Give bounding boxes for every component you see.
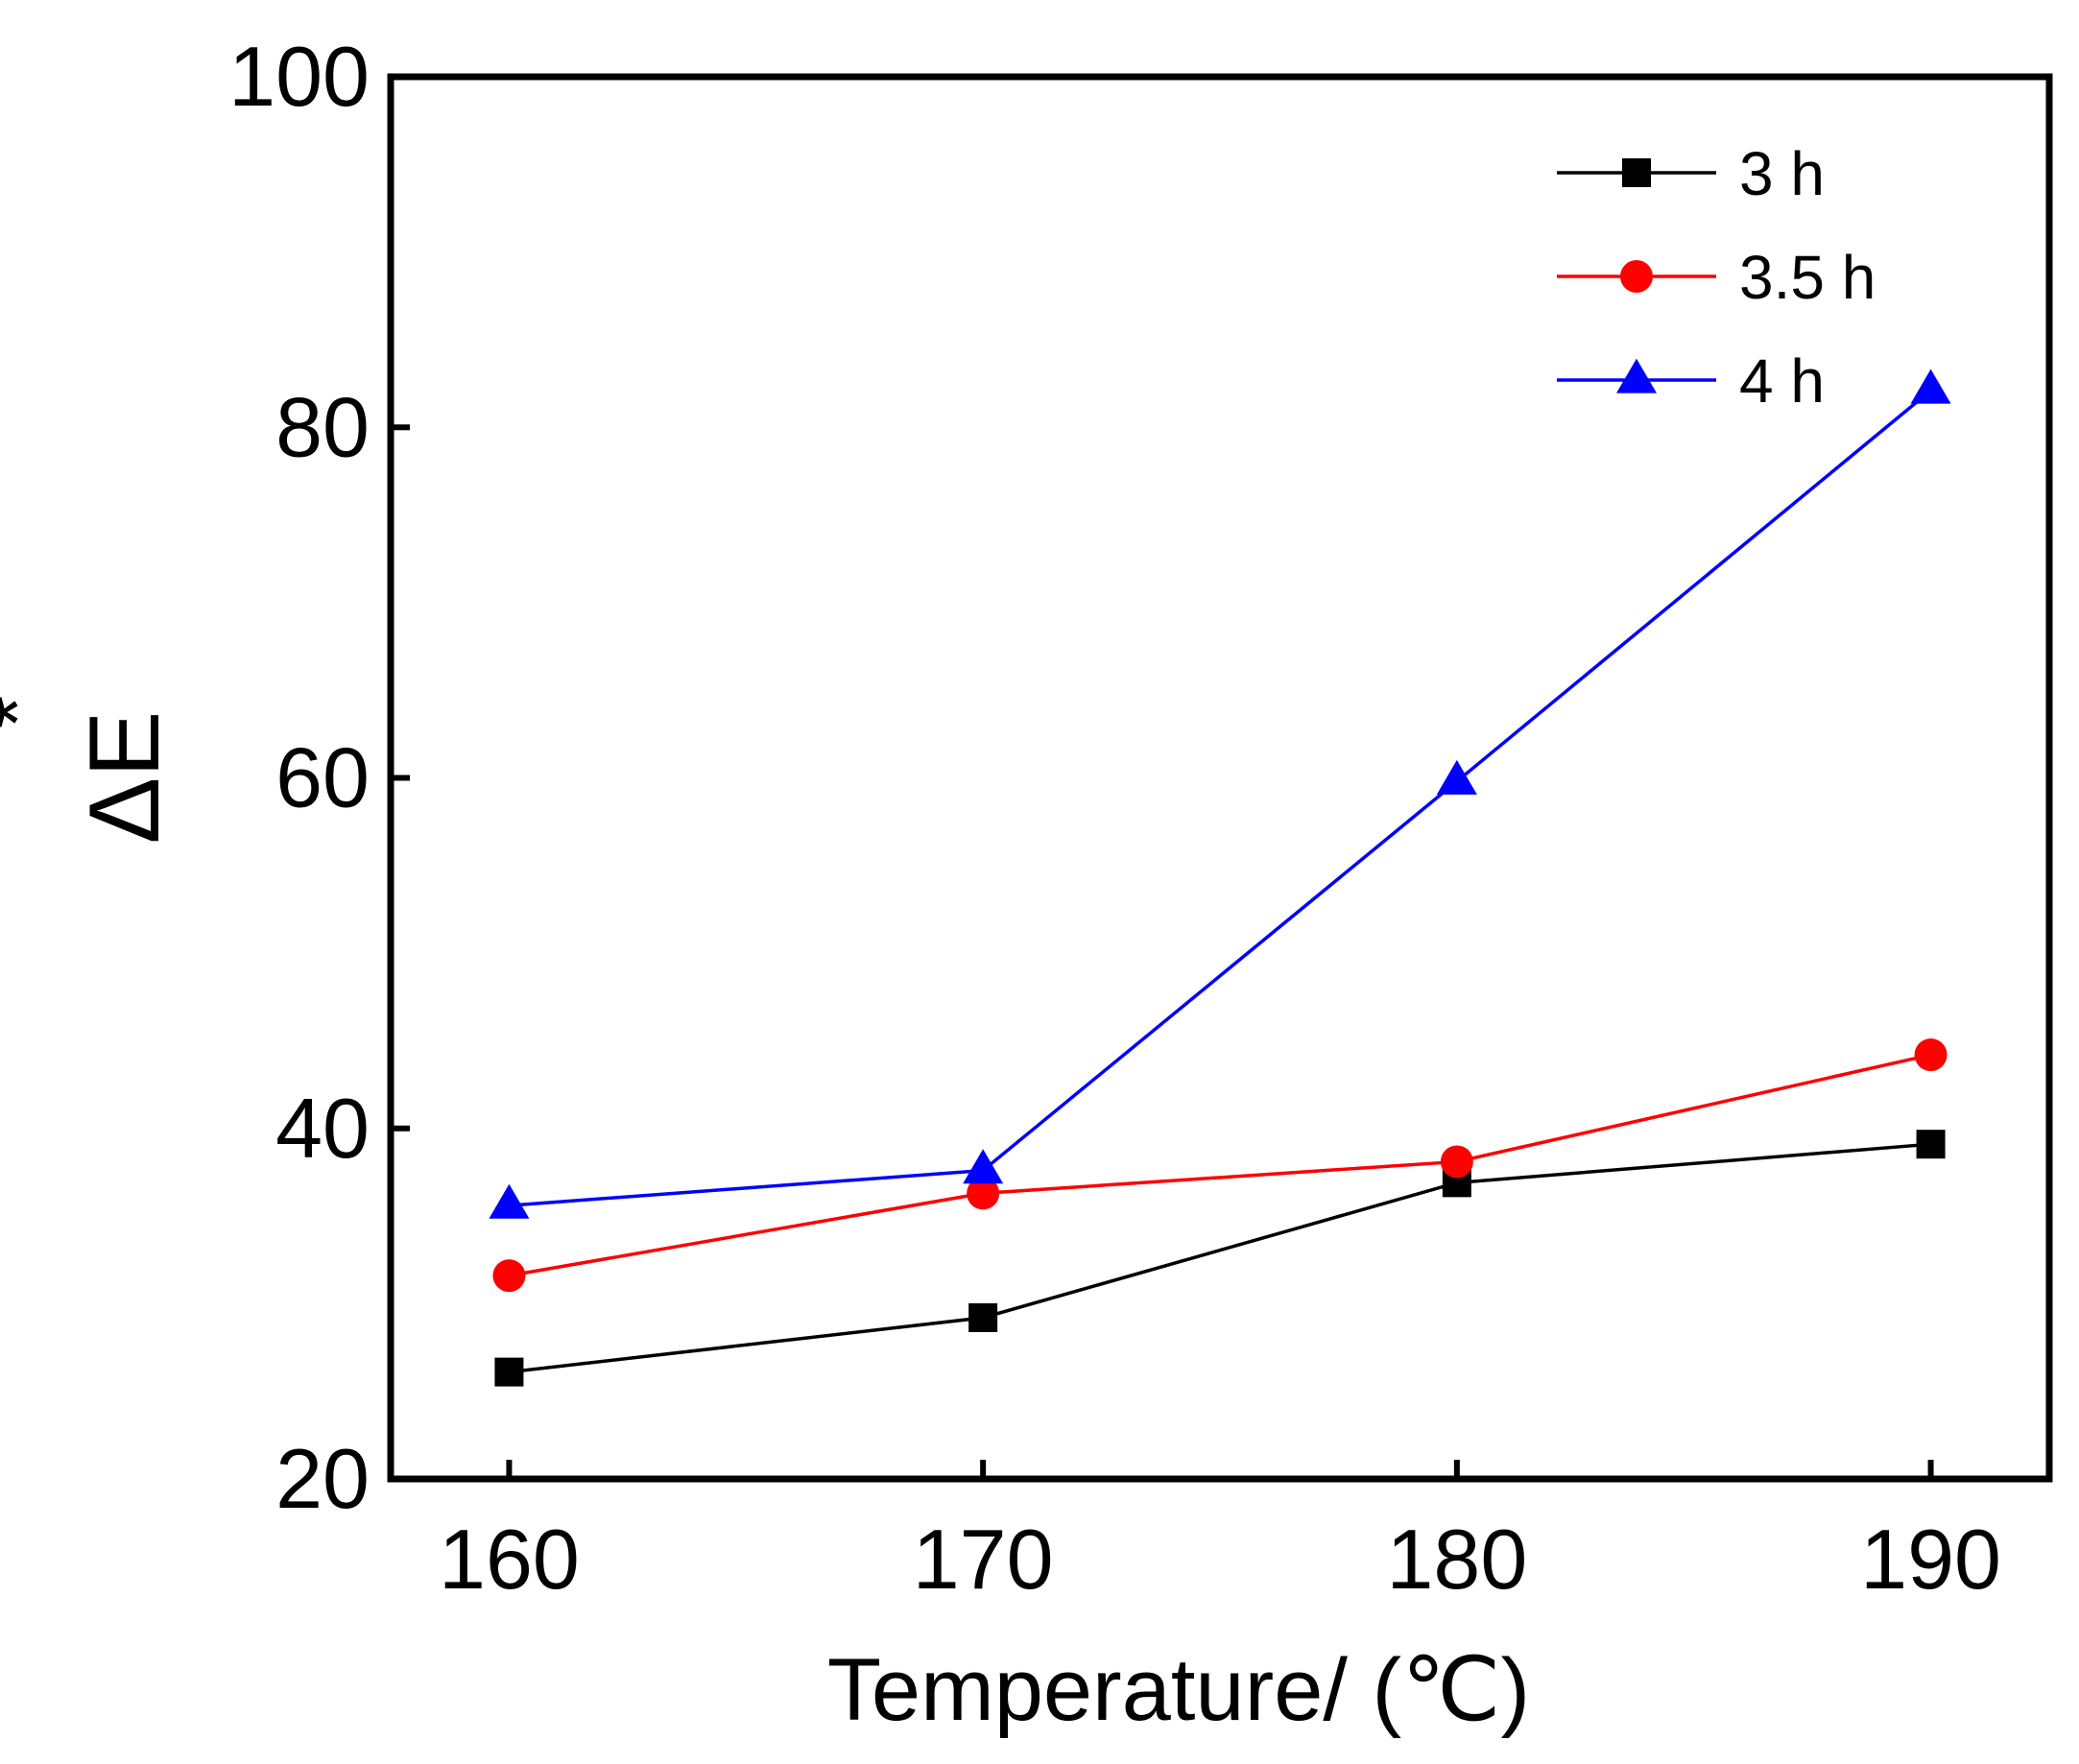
legend-item: 3.5 h: [1557, 243, 1876, 312]
legend-item: 4 h: [1557, 346, 1825, 416]
data-point: [1440, 1145, 1473, 1179]
series-layer: [489, 369, 1951, 1387]
legend-label: 4 h: [1739, 346, 1825, 416]
series-3-h: [494, 1130, 1946, 1387]
series-line: [509, 1142, 1931, 1374]
legend-item: 3 h: [1557, 139, 1825, 208]
data-point: [968, 1302, 998, 1332]
data-point: [1916, 1130, 1946, 1159]
y-tick-label: 80: [275, 379, 370, 474]
y-tick-label: 40: [275, 1081, 370, 1176]
y-axis-title-group: ΔE: [69, 711, 180, 845]
y-tick-label: 100: [228, 29, 370, 124]
data-point: [1914, 1038, 1948, 1072]
data-point: [1436, 759, 1477, 795]
tick-labels: 20 40 60 80 100 160 170 180 190: [228, 29, 2001, 1607]
data-point: [489, 1183, 530, 1219]
y-axis-title-superscript: *: [0, 696, 64, 728]
series-3-5-h: [492, 1038, 1948, 1293]
series-4-h: [489, 369, 1951, 1219]
legend-marker: [1616, 358, 1657, 393]
legend-label: 3.5 h: [1739, 243, 1876, 312]
data-point: [967, 1177, 1000, 1210]
data-point: [963, 1149, 1004, 1184]
y-tick-label: 60: [275, 730, 370, 825]
legend: 3 h 3.5 h 4 h: [1557, 139, 1876, 416]
x-tick-label: 170: [913, 1512, 1054, 1607]
legend-marker: [1620, 260, 1653, 293]
data-point: [1910, 369, 1951, 404]
series-line: [509, 1053, 1931, 1277]
data-point: [494, 1357, 524, 1387]
axis-ticks: [391, 74, 1934, 1482]
y-axis-title: ΔE: [69, 711, 180, 845]
legend-label: 3 h: [1739, 139, 1825, 208]
x-axis-title: Temperature/ (℃): [827, 1641, 1530, 1739]
data-point: [492, 1259, 526, 1293]
x-tick-label: 160: [439, 1512, 580, 1607]
y-tick-label: 20: [275, 1431, 370, 1526]
series-line: [509, 389, 1932, 1207]
legend-marker: [1622, 158, 1651, 187]
x-tick-label: 190: [1860, 1512, 2001, 1607]
x-tick-label: 180: [1386, 1512, 1527, 1607]
